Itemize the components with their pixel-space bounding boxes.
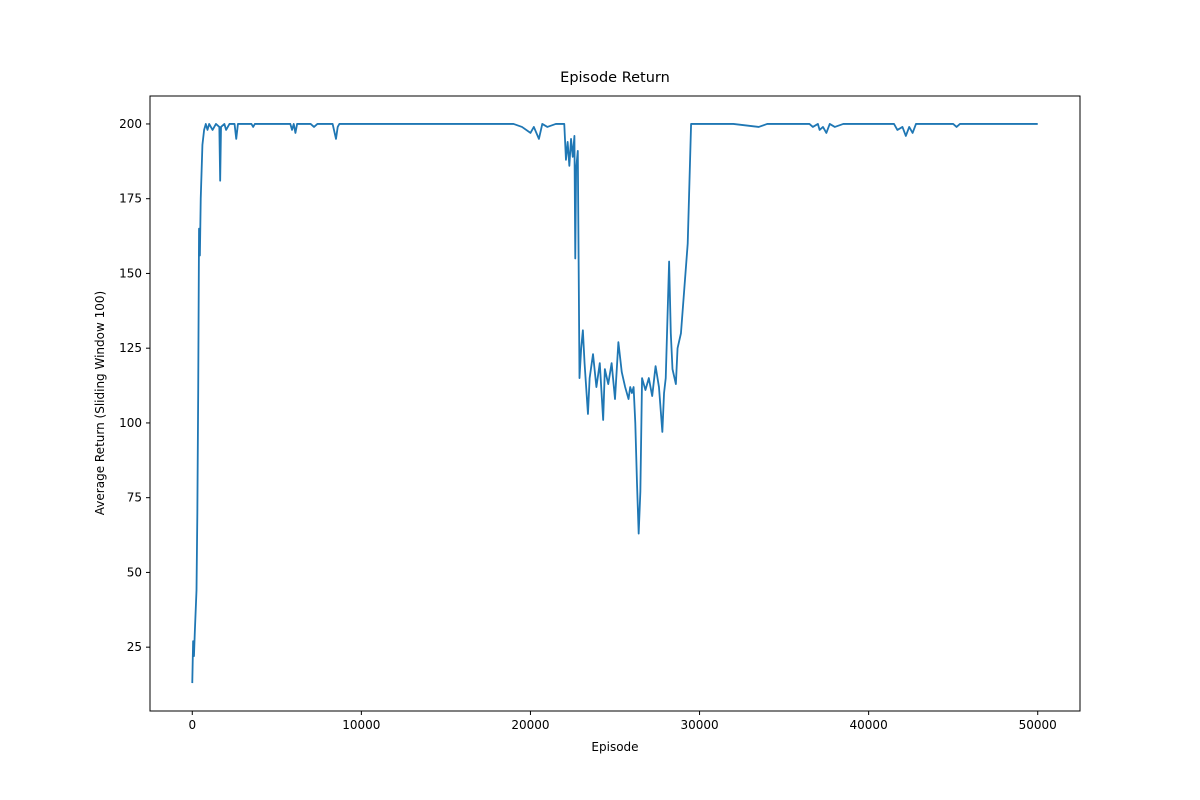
x-tick-label: 20000	[511, 718, 549, 732]
y-tick-label: 50	[127, 565, 142, 579]
y-tick-label: 100	[119, 416, 142, 430]
y-tick-label: 75	[127, 491, 142, 505]
x-tick-label: 40000	[850, 718, 888, 732]
x-tick-label: 30000	[680, 718, 718, 732]
plot-frame	[149, 95, 1081, 712]
data-line	[191, 123, 1038, 684]
y-tick-label: 175	[119, 192, 142, 206]
y-tick-label: 150	[119, 266, 142, 280]
chart-title: Episode Return	[560, 70, 670, 86]
x-tick-label: 10000	[342, 718, 380, 732]
x-axis-label: Episode	[591, 740, 638, 754]
x-tick-label: 50000	[1019, 718, 1057, 732]
x-tick-label: 0	[188, 718, 196, 732]
y-tick-label: 125	[119, 341, 142, 355]
y-axis-label: Average Return (Sliding Window 100)	[93, 291, 107, 515]
y-tick-label: 200	[119, 117, 142, 131]
y-tick-label: 25	[127, 640, 142, 654]
